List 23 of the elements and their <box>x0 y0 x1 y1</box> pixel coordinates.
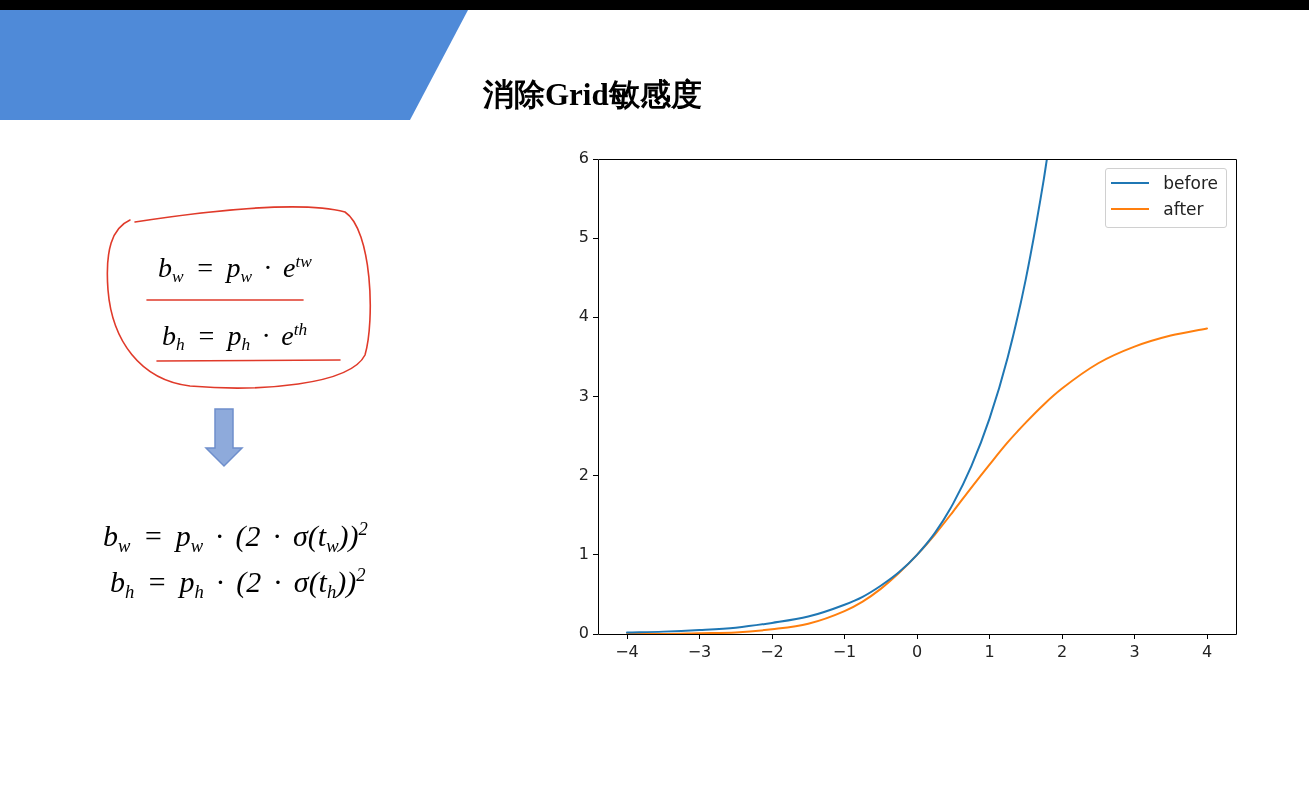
y-tick-label: 6 <box>578 148 589 168</box>
x-tick-label: 3 <box>1129 641 1140 661</box>
x-tick-label: −3 <box>687 641 712 661</box>
line-series <box>626 159 1048 634</box>
y-tick-label: 3 <box>578 385 589 405</box>
x-tick-label: −2 <box>760 641 784 661</box>
text: b$_{h}$ = p$_{h}$ · (2 · σ(t$_{h}$))$^{2}$ <box>110 563 366 602</box>
line-series <box>626 327 1208 634</box>
y-tick-label: 1 <box>578 543 589 563</box>
x-tick-label: 0 <box>911 641 923 661</box>
y-tick-label: 0 <box>578 623 589 643</box>
x-tick-label: 1 <box>984 641 995 661</box>
y-tick-label: 4 <box>578 306 589 326</box>
x-tick-label: −4 <box>615 641 639 661</box>
text: b$_{w}$ = p$_{w}$ · (2 · σ(t$_{w}$))$^{2}$ <box>103 517 368 556</box>
y-tick-label: 2 <box>578 464 589 484</box>
chart-title: 消除Grid敏感度 <box>483 77 702 112</box>
x-tick-label: 2 <box>1056 641 1068 661</box>
x-tick-label: 4 <box>1201 641 1213 661</box>
y-tick-label: 5 <box>578 227 589 247</box>
legend-label: after <box>1163 199 1204 219</box>
legend-label: before <box>1163 173 1218 193</box>
x-tick-label: −1 <box>832 641 857 661</box>
